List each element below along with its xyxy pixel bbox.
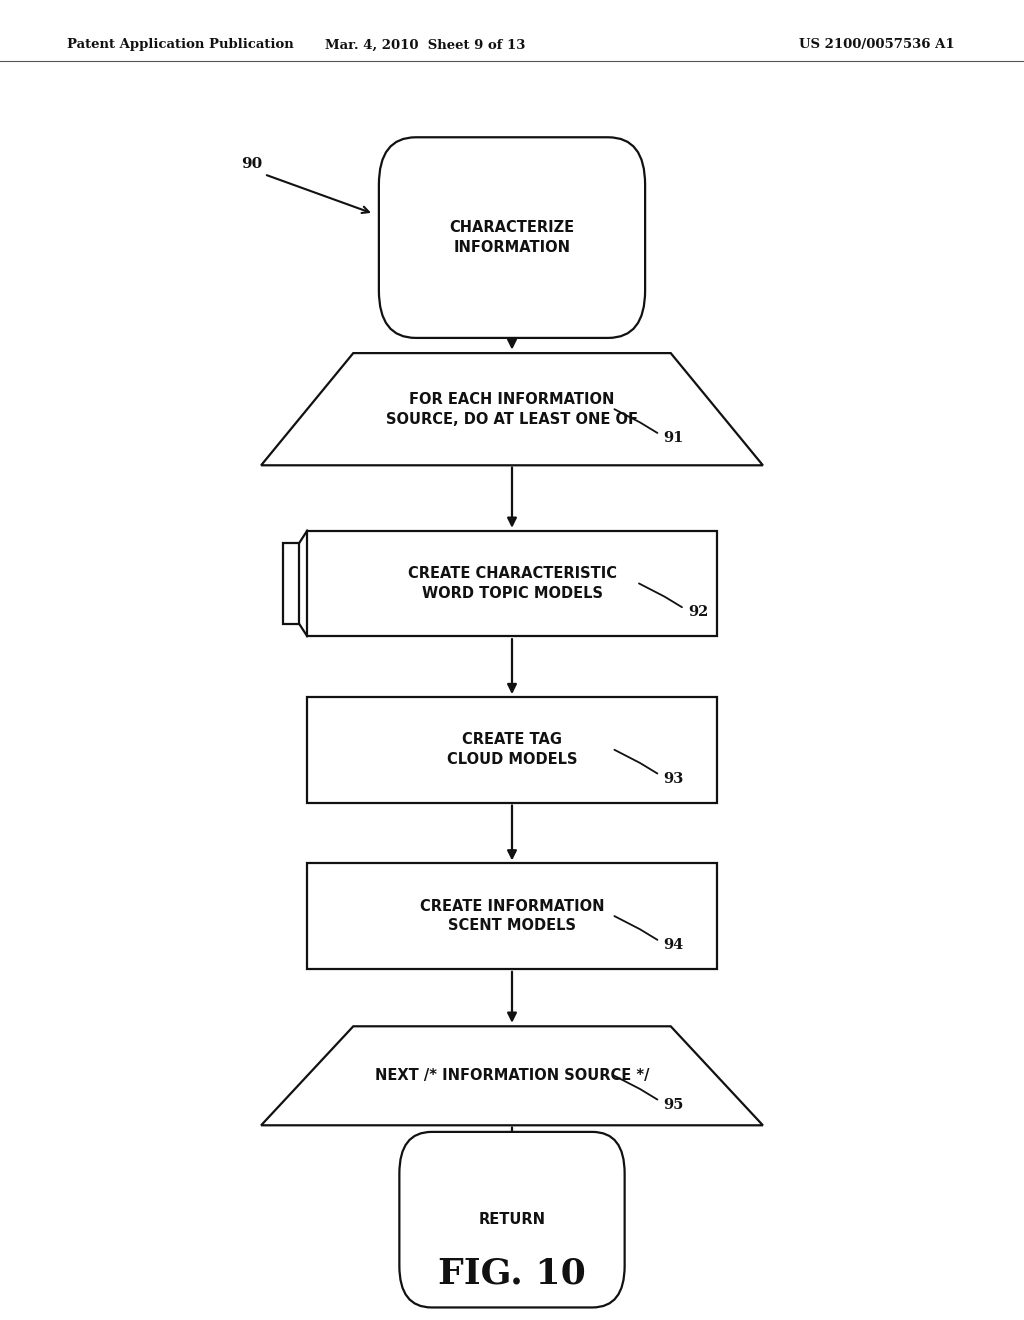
Text: 91: 91: [664, 432, 684, 445]
Text: FOR EACH INFORMATION
SOURCE, DO AT LEAST ONE OF: FOR EACH INFORMATION SOURCE, DO AT LEAST…: [386, 392, 638, 426]
Text: US 2100/0057536 A1: US 2100/0057536 A1: [799, 38, 954, 51]
Text: NEXT /* INFORMATION SOURCE */: NEXT /* INFORMATION SOURCE */: [375, 1068, 649, 1084]
Text: CREATE INFORMATION
SCENT MODELS: CREATE INFORMATION SCENT MODELS: [420, 899, 604, 933]
Text: 92: 92: [688, 606, 709, 619]
Bar: [307, 531, 717, 636]
Text: CREATE TAG
CLOUD MODELS: CREATE TAG CLOUD MODELS: [446, 733, 578, 767]
Text: 95: 95: [664, 1098, 684, 1111]
Bar: [307, 863, 717, 969]
Text: Patent Application Publication: Patent Application Publication: [67, 38, 293, 51]
Text: FIG. 10: FIG. 10: [438, 1257, 586, 1291]
FancyBboxPatch shape: [379, 137, 645, 338]
Polygon shape: [261, 1027, 763, 1125]
Text: 94: 94: [664, 939, 684, 952]
Bar: [283, 544, 299, 623]
Text: CREATE CHARACTERISTIC
WORD TOPIC MODELS: CREATE CHARACTERISTIC WORD TOPIC MODELS: [408, 566, 616, 601]
Text: 90: 90: [241, 157, 262, 170]
Text: 93: 93: [664, 772, 684, 785]
Bar: [307, 697, 717, 803]
Text: CHARACTERIZE
INFORMATION: CHARACTERIZE INFORMATION: [450, 220, 574, 255]
Text: RETURN: RETURN: [478, 1212, 546, 1228]
Polygon shape: [261, 354, 763, 466]
Text: Mar. 4, 2010  Sheet 9 of 13: Mar. 4, 2010 Sheet 9 of 13: [325, 38, 525, 51]
FancyBboxPatch shape: [399, 1133, 625, 1307]
